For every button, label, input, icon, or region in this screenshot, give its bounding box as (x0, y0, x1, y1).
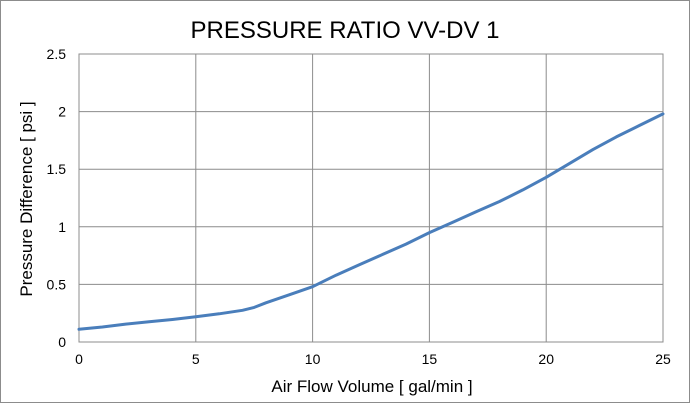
x-tick-label: 5 (192, 351, 200, 367)
x-tick-label: 20 (538, 351, 554, 367)
y-tick-label: 1 (58, 219, 66, 235)
plot-area (78, 53, 664, 343)
y-tick-label: 2.5 (47, 46, 67, 62)
y-tick-label: 1.5 (47, 161, 67, 177)
y-tick-label: 0 (58, 334, 66, 350)
x-tick-label: 0 (75, 351, 83, 367)
y-tick-label: 2 (58, 104, 66, 120)
grid-lines (78, 53, 664, 343)
x-tick-label: 25 (655, 351, 671, 367)
x-tick-label: 10 (305, 351, 321, 367)
y-tick-label: 0.5 (47, 276, 67, 292)
y-axis-ticks: 0 0.5 1 1.5 2 2.5 (47, 46, 67, 350)
series-layer (77, 112, 665, 331)
x-axis-ticks: 0 5 10 15 20 25 (75, 351, 671, 367)
y-axis-title: Pressure Difference [ psi ] (17, 101, 36, 296)
x-tick-label: 15 (422, 351, 438, 367)
chart-title: PRESSURE RATIO VV-DV 1 (191, 17, 500, 44)
x-axis-title: Air Flow Volume [ gal/min ] (271, 377, 472, 396)
series-line (77, 112, 665, 331)
